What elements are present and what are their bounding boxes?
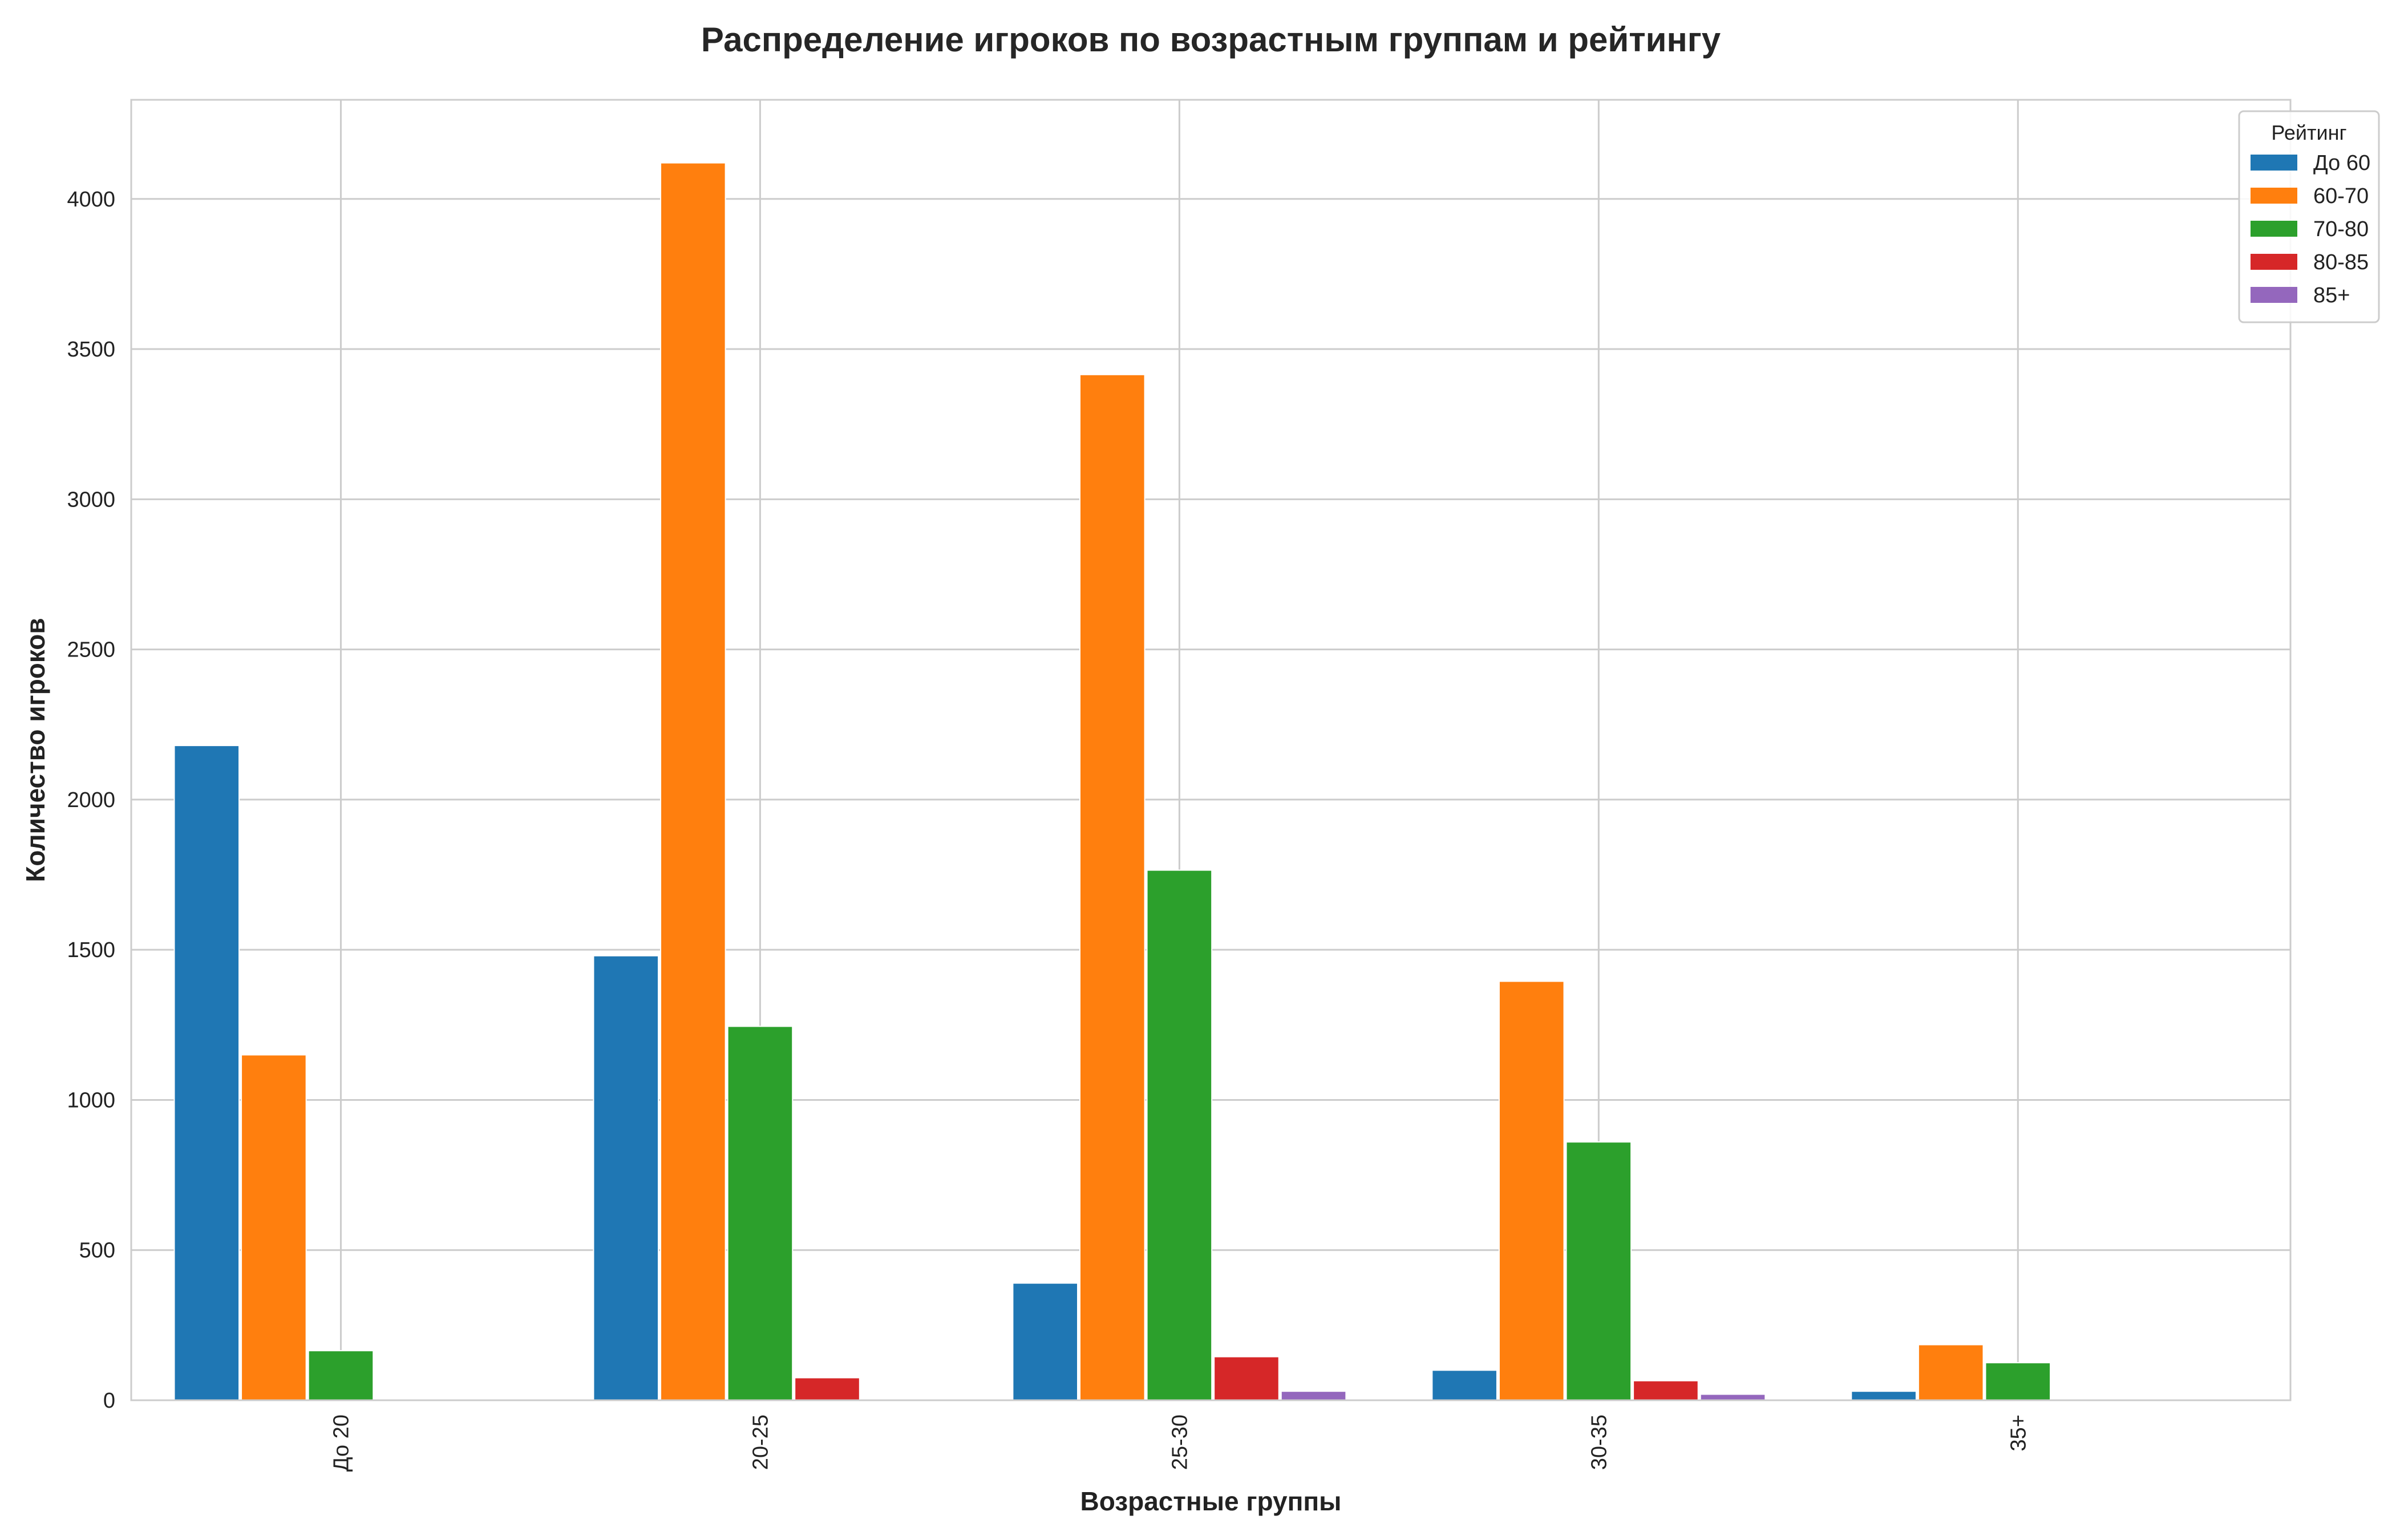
bar xyxy=(1213,1356,1280,1401)
legend-item: 60-70 xyxy=(2251,184,2369,208)
bar xyxy=(1431,1369,1498,1401)
legend-swatch xyxy=(2251,155,2297,171)
bar xyxy=(1498,980,1565,1401)
legend-label: 70-80 xyxy=(2313,217,2369,241)
bar xyxy=(1699,1393,1766,1401)
legend-swatch xyxy=(2251,254,2297,270)
bar xyxy=(1280,1391,1347,1401)
bar xyxy=(1146,869,1213,1401)
bar xyxy=(241,1054,307,1401)
y-tick-label: 3000 xyxy=(67,488,115,512)
legend-swatch xyxy=(2251,188,2297,204)
x-tick-label: До 20 xyxy=(329,1415,353,1472)
x-tick-label: 35+ xyxy=(2006,1415,2030,1451)
plot-frame xyxy=(130,99,2292,1401)
y-tick-labels: 0 500 1000 1500 2000 2500 3000 3500 4000 xyxy=(67,188,115,1413)
legend-swatch xyxy=(2251,221,2297,237)
y-tick-label: 2000 xyxy=(67,788,115,812)
bar xyxy=(660,162,726,1401)
bar xyxy=(1633,1380,1699,1401)
legend-item: 70-80 xyxy=(2251,217,2369,241)
bar xyxy=(1917,1344,1984,1401)
legend-item: 85+ xyxy=(2251,283,2350,307)
legend-label: 85+ xyxy=(2313,283,2350,307)
y-tick-label: 2500 xyxy=(67,638,115,662)
y-tick-label: 1000 xyxy=(67,1088,115,1112)
bar xyxy=(1079,374,1146,1401)
legend-item: До 60 xyxy=(2251,151,2370,175)
x-axis-title: Возрастные группы xyxy=(1080,1486,1342,1516)
chart-title: Распределение игроков по возрастным груп… xyxy=(701,21,1721,59)
legend-label: До 60 xyxy=(2313,151,2370,175)
legend-swatch xyxy=(2251,287,2297,303)
bar xyxy=(307,1350,374,1401)
legend-item: 80-85 xyxy=(2251,250,2369,274)
bar xyxy=(1851,1391,1917,1401)
x-tick-label: 25-30 xyxy=(1168,1415,1192,1470)
y-tick-label: 4000 xyxy=(67,188,115,212)
x-tick-labels: До 20 20-25 25-30 30-35 35+ xyxy=(329,1415,2030,1472)
bar xyxy=(1012,1282,1078,1401)
bar xyxy=(727,1026,794,1401)
bar xyxy=(794,1377,860,1401)
x-tick-label: 20-25 xyxy=(748,1415,772,1470)
y-tick-label: 500 xyxy=(79,1239,115,1263)
bar xyxy=(593,955,659,1401)
legend-label: 60-70 xyxy=(2313,184,2369,208)
bar xyxy=(1985,1362,2051,1401)
bar xyxy=(173,745,240,1401)
bar xyxy=(1565,1141,1632,1401)
legend-label: 80-85 xyxy=(2313,250,2369,274)
y-tick-label: 3500 xyxy=(67,338,115,362)
legend-title: Рейтинг xyxy=(2271,121,2346,144)
y-tick-label: 0 xyxy=(103,1389,115,1413)
legend: Рейтинг До 60 60-70 70-80 80-85 85+ xyxy=(2238,110,2380,323)
x-tick-label: 30-35 xyxy=(1587,1415,1611,1470)
legend-items: До 60 60-70 70-80 80-85 85+ xyxy=(2251,151,2370,307)
bars xyxy=(173,162,2051,1401)
y-axis-title: Количество игроков xyxy=(21,618,50,882)
y-tick-label: 1500 xyxy=(67,938,115,962)
